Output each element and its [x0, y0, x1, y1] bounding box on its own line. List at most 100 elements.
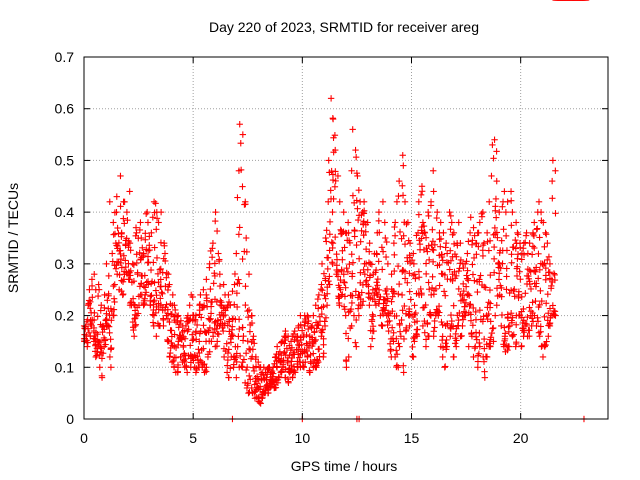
data-point: [437, 235, 445, 243]
data-point: [228, 330, 235, 338]
data-point: [399, 152, 406, 159]
data-point: [508, 222, 515, 229]
data-point: [168, 339, 175, 347]
data-point: [239, 131, 247, 138]
data-point: [478, 213, 486, 220]
data-point: [527, 285, 535, 293]
data-point: [134, 310, 142, 317]
data-point: [399, 307, 406, 314]
data-point: [339, 256, 346, 263]
data-point: [242, 283, 249, 290]
data-point: [322, 275, 329, 282]
data-point: [460, 296, 468, 303]
data-point: [320, 335, 327, 343]
data-point: [439, 333, 446, 340]
data-point: [211, 270, 218, 277]
data-point: [487, 271, 494, 279]
data-point: [215, 250, 222, 257]
plot-frame: [83, 56, 609, 420]
data-point: [375, 217, 382, 225]
data-point: [486, 340, 493, 347]
data-point: [472, 308, 479, 316]
data-point: [244, 337, 251, 345]
data-point: [500, 341, 507, 348]
data-point: [549, 302, 557, 309]
data-point: [504, 198, 511, 205]
data-point: [476, 329, 483, 337]
data-point: [99, 350, 107, 357]
data-point: [492, 203, 499, 210]
data-point: [536, 234, 543, 241]
data-point: [256, 386, 264, 393]
data-point: [297, 336, 305, 344]
data-point: [334, 172, 342, 180]
data-point: [431, 317, 438, 325]
y-tick-label: 0.7: [55, 49, 75, 65]
data-point: [315, 358, 322, 366]
data-point: [512, 219, 520, 226]
data-point: [438, 253, 446, 261]
data-point: [242, 350, 250, 357]
data-point: [140, 282, 148, 290]
data-point: [315, 322, 322, 329]
data-point: [526, 327, 533, 334]
y-tick-label: 0.6: [55, 101, 75, 117]
data-point: [211, 296, 219, 303]
chart-title: Day 220 of 2023, SRMTID for receiver are…: [209, 19, 479, 35]
data-point: [288, 354, 296, 362]
data-point: [255, 358, 262, 366]
data-point: [150, 298, 157, 306]
data-point: [403, 220, 410, 228]
data-point: [483, 229, 491, 237]
data-point: [404, 279, 411, 286]
data-point: [321, 292, 328, 299]
data-point: [123, 208, 131, 216]
data-point: [312, 302, 319, 309]
data-point: [388, 271, 395, 278]
data-point: [452, 330, 459, 338]
data-point: [345, 353, 352, 361]
data-point: [180, 343, 187, 351]
data-points: [80, 0, 590, 423]
data-point: [352, 288, 360, 295]
data-point: [107, 305, 115, 312]
data-point: [436, 282, 443, 289]
data-point: [198, 314, 205, 321]
data-point: [329, 115, 337, 123]
data-point: [189, 337, 196, 344]
data-point: [97, 307, 104, 314]
data-point: [172, 306, 179, 314]
y-tick-label: 0.4: [55, 204, 75, 220]
data-point: [150, 198, 158, 205]
data-point: [450, 302, 457, 309]
data-point: [333, 250, 340, 258]
data-point: [287, 338, 295, 345]
data-point: [514, 263, 521, 270]
data-point: [159, 290, 166, 297]
data-point: [182, 362, 190, 370]
data-point: [345, 335, 352, 342]
data-point: [338, 267, 345, 275]
data-point: [341, 306, 349, 313]
data-point: [427, 202, 435, 209]
data-point: [148, 229, 155, 237]
data-point: [215, 331, 222, 338]
data-point: [439, 353, 446, 361]
data-point: [323, 302, 331, 309]
data-point: [367, 343, 374, 350]
data-point: [425, 279, 432, 286]
data-point: [90, 316, 98, 324]
data-point: [219, 327, 227, 335]
data-point: [408, 256, 416, 264]
data-point: [233, 350, 240, 357]
data-point: [368, 318, 376, 325]
data-point: [307, 351, 314, 359]
data-point: [508, 332, 516, 339]
data-point: [170, 357, 177, 365]
data-point: [102, 341, 109, 348]
data-point: [223, 369, 231, 376]
data-point: [497, 264, 504, 272]
data-point: [400, 162, 407, 169]
data-point: [237, 166, 245, 174]
data-point: [471, 277, 478, 284]
